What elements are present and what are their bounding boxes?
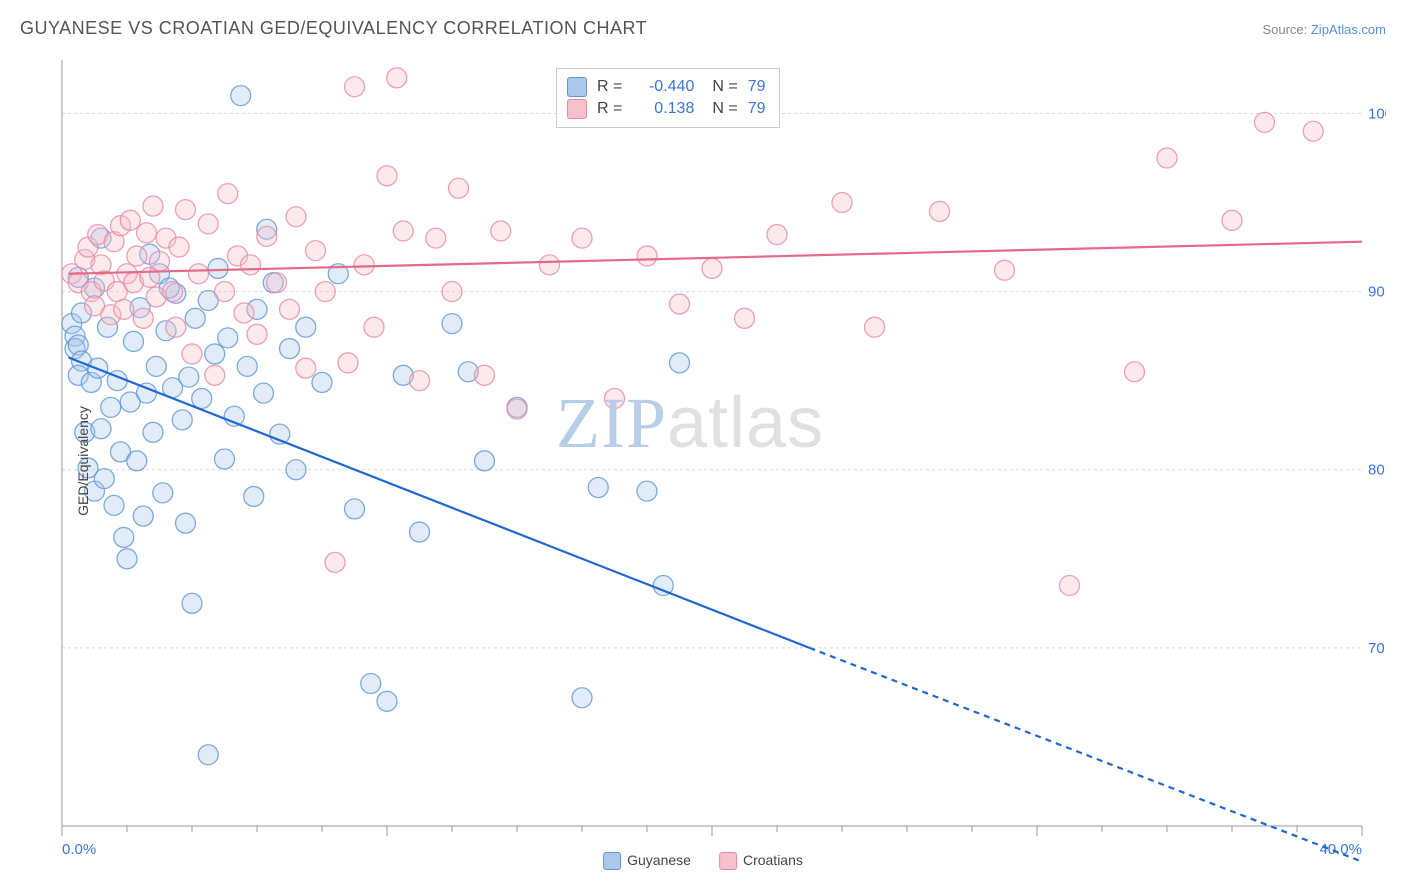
stats-legend: R = -0.440 N = 79 R = 0.138 N = 79 (556, 68, 780, 128)
n-value: 79 (748, 78, 766, 96)
r-label: R = (597, 78, 622, 96)
r-value: -0.440 (632, 78, 694, 96)
legend-swatch (719, 852, 737, 870)
y-axis-label: GED/Equivalency (75, 406, 91, 516)
legend-swatch (603, 852, 621, 870)
legend-swatch (567, 77, 587, 97)
svg-text:80.0%: 80.0% (1368, 462, 1386, 479)
svg-text:70.0%: 70.0% (1368, 640, 1386, 657)
stats-legend-row: R = 0.138 N = 79 (567, 99, 765, 119)
x-legend: Guyanese Croatians (603, 852, 803, 870)
n-label: N = (712, 100, 737, 118)
stats-legend-row: R = -0.440 N = 79 (567, 77, 765, 97)
xlegend-label: Croatians (743, 852, 803, 868)
n-value: 79 (748, 100, 766, 118)
source-attribution: Source: ZipAtlas.com (1262, 22, 1386, 37)
svg-text:40.0%: 40.0% (1319, 841, 1362, 858)
svg-text:90.0%: 90.0% (1368, 284, 1386, 301)
r-value: 0.138 (632, 100, 694, 118)
legend-swatch (567, 99, 587, 119)
xlegend-item: Guyanese (603, 852, 691, 870)
source-label: Source: (1262, 22, 1310, 37)
source-value: ZipAtlas.com (1311, 22, 1386, 37)
xlegend-item: Croatians (719, 852, 803, 870)
chart-container: GED/Equivalency 0.0% 40.0% 70.0% 80.0% 90.0%… (20, 50, 1386, 872)
svg-text:100.0%: 100.0% (1368, 105, 1386, 122)
svg-text:0.0%: 0.0% (62, 841, 96, 858)
r-label: R = (597, 100, 622, 118)
xlegend-label: Guyanese (627, 852, 691, 868)
n-label: N = (712, 78, 737, 96)
chart-title: GUYANESE VS CROATIAN GED/EQUIVALENCY COR… (20, 18, 647, 39)
scatter-chart: 0.0% 40.0% 70.0% 80.0% 90.0% 100.0% (20, 50, 1386, 872)
